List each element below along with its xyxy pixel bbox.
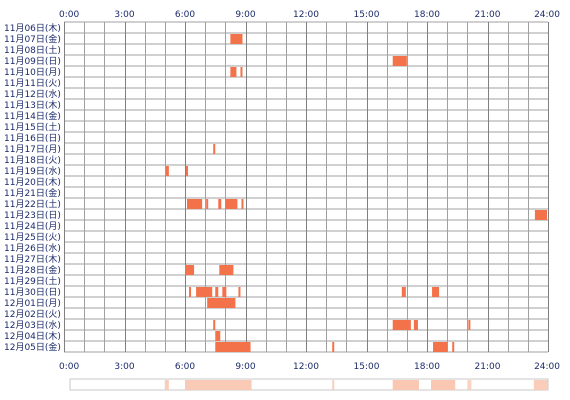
activity-bar <box>206 199 209 209</box>
summary-segment <box>185 380 252 390</box>
summary-segment <box>431 380 456 390</box>
bottom-hour-tick-label: 21:00 <box>475 362 501 372</box>
day-label: 11月20日(木) <box>4 176 61 188</box>
activity-bar <box>225 199 238 209</box>
day-label: 11月24日(月) <box>4 221 61 232</box>
activity-bar <box>332 342 335 352</box>
activity-bar <box>433 342 448 352</box>
day-label: 11月08日(土) <box>4 44 61 56</box>
activity-bar <box>241 199 244 209</box>
activity-bar <box>215 287 219 297</box>
day-label: 12月03日(水) <box>4 319 61 331</box>
activity-bar <box>452 342 455 352</box>
day-label: 11月19日(水) <box>4 165 61 177</box>
top-hour-tick-label: 12:00 <box>293 10 319 20</box>
activity-bar <box>186 166 189 176</box>
day-label: 12月02日(火) <box>4 309 61 320</box>
top-hour-tick-label: 18:00 <box>414 10 440 20</box>
bottom-hour-tick-label: 6:00 <box>175 362 195 372</box>
top-hour-tick-label: 0:00 <box>59 10 79 20</box>
activity-bar <box>222 287 227 297</box>
activity-bar <box>240 67 243 77</box>
top-hour-tick-label: 21:00 <box>475 10 501 20</box>
activity-bar <box>187 199 203 209</box>
summary-segment <box>332 380 335 390</box>
top-hour-tick-label: 6:00 <box>175 10 195 20</box>
chart-grid <box>64 21 549 353</box>
activity-bar <box>213 144 216 154</box>
top-hour-tick-label: 24:00 <box>534 10 560 20</box>
day-label: 11月16日(日) <box>4 133 61 144</box>
day-label: 11月26日(水) <box>4 242 61 254</box>
bottom-hour-axis: 0:00 3:00 6:00 9:00 12:00 15:00 18:00 21:00 24:0… <box>59 362 560 372</box>
activity-bar <box>413 320 418 330</box>
activity-bar <box>215 342 251 352</box>
day-label: 12月01日(月) <box>4 298 61 309</box>
day-label: 11月17日(月) <box>4 144 61 155</box>
day-label: 11月29日(土) <box>4 275 61 287</box>
activity-bar <box>230 67 237 77</box>
activity-bar <box>401 287 406 297</box>
top-hour-axis: 0:00 3:00 6:00 9:00 12:00 15:00 18:00 21:00 24:0… <box>59 10 560 20</box>
bottom-hour-tick-label: 9:00 <box>235 362 255 372</box>
summary-strip <box>69 378 549 391</box>
day-label: 11月07日(金) <box>4 33 61 45</box>
summary-segment <box>164 380 169 390</box>
activity-bar <box>165 166 169 176</box>
bottom-hour-tick-label: 12:00 <box>293 362 319 372</box>
top-hour-tick-label: 3:00 <box>114 10 134 20</box>
bottom-hour-tick-label: 15:00 <box>354 362 380 372</box>
day-label: 11月18日(火) <box>4 155 61 166</box>
day-label: 11月30日(日) <box>4 287 61 298</box>
day-label: 11月09日(日) <box>4 56 61 67</box>
day-label: 12月04日(木) <box>4 330 61 342</box>
activity-bar <box>392 56 407 66</box>
bottom-hour-tick-label: 24:00 <box>534 362 560 372</box>
day-label: 11月21日(金) <box>4 187 61 199</box>
day-label: 11月13日(木) <box>4 99 61 111</box>
activity-bar <box>468 320 471 330</box>
summary-segment <box>392 380 419 390</box>
activity-bar <box>196 287 213 297</box>
day-label: 11月14日(金) <box>4 110 61 122</box>
activity-bar <box>185 265 195 275</box>
top-hour-tick-label: 9:00 <box>235 10 255 20</box>
activity-bar <box>215 331 221 341</box>
day-label: 11月15日(土) <box>4 121 61 133</box>
summary-segment <box>467 380 472 390</box>
bottom-hour-tick-label: 18:00 <box>414 362 440 372</box>
activity-bar <box>432 287 440 297</box>
activity-bar <box>534 210 547 220</box>
activity-bar <box>230 34 243 44</box>
day-label: 11月12日(水) <box>4 88 61 100</box>
summary-segment <box>533 380 548 390</box>
activity-bar <box>189 287 192 297</box>
activity-bar <box>392 320 411 330</box>
activity-bar <box>218 199 222 209</box>
day-label: 11月27日(木) <box>4 253 61 265</box>
day-label: 11月11日(火) <box>4 78 61 89</box>
summary-strip-frame <box>69 378 549 391</box>
day-label: 11月06日(木) <box>4 22 61 34</box>
activity-bar <box>238 287 241 297</box>
day-labels: 11月06日(木)11月07日(金)11月08日(土)11月09日(日)11月1… <box>4 22 61 353</box>
bottom-hour-tick-label: 3:00 <box>114 362 134 372</box>
activity-bar <box>207 298 236 308</box>
day-label: 11月25日(火) <box>4 232 61 243</box>
day-label: 11月23日(日) <box>4 210 61 221</box>
top-hour-tick-label: 15:00 <box>354 10 380 20</box>
activity-bar <box>213 320 216 330</box>
activity-bars <box>165 34 547 352</box>
activity-bar <box>219 265 234 275</box>
day-label: 11月22日(土) <box>4 198 61 210</box>
bottom-hour-tick-label: 0:00 <box>59 362 79 372</box>
day-label: 12月05日(金) <box>4 341 61 353</box>
day-label: 11月28日(金) <box>4 264 61 276</box>
day-label: 11月10日(月) <box>4 67 61 78</box>
